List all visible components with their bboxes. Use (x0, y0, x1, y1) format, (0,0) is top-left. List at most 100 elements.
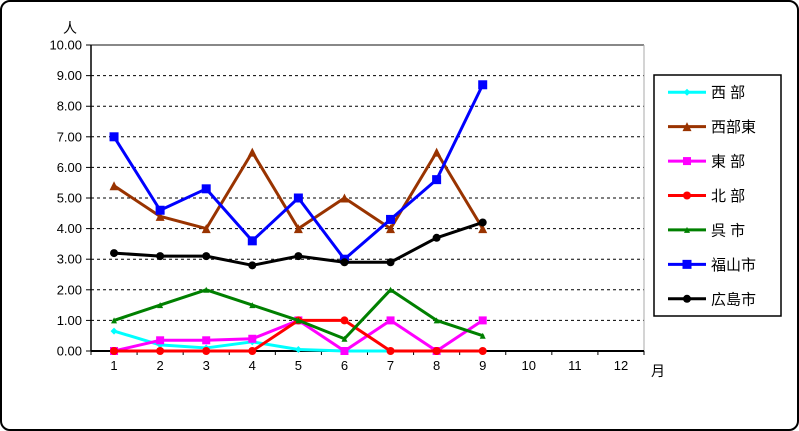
data-point-marker-seibuhigashi (432, 147, 442, 157)
legend-item-label: 呉 市 (711, 222, 745, 239)
grid-layer (91, 75, 644, 321)
data-point-marker-tobu (248, 334, 257, 343)
legend-item-seibu: 西 部 (668, 85, 745, 102)
data-point-marker-hiroshima (156, 252, 165, 261)
legend-swatch-marker (682, 122, 692, 132)
legend-swatch-marker (683, 88, 691, 96)
legend-item-label: 福山市 (711, 257, 756, 274)
series-hiroshima (110, 218, 487, 270)
series-fukuyama (109, 80, 488, 264)
y-tick-label: 0.00 (57, 344, 82, 359)
legend-item-label: 東 部 (711, 154, 745, 171)
data-point-marker-hokubu (248, 347, 257, 355)
axis-layer: 0.00 1.00 2.00 3.00 4.00 5.00 6.00 7.00 8.00 9.00… (49, 38, 645, 373)
legend-swatch-marker (683, 157, 691, 166)
x-tick-label: 1 (110, 358, 117, 373)
legend-item-hokubu: 北 部 (668, 188, 745, 205)
data-point-marker-seibu (110, 327, 118, 335)
legend-item-fukuyama: 福山市 (668, 257, 756, 274)
data-point-marker-seibuhigashi (247, 147, 257, 157)
data-point-marker-hiroshima (432, 233, 441, 242)
y-tick-label: 10.00 (49, 38, 82, 53)
x-tick-label: 3 (203, 358, 210, 373)
data-point-marker-seibuhigashi (339, 193, 349, 203)
data-point-marker-seibuhigashi (109, 181, 119, 191)
data-point-marker-kure (157, 302, 164, 309)
x-tick-label: 6 (341, 358, 348, 373)
series-line-seibuhigashi (112, 150, 485, 231)
data-point-marker-tobu (386, 316, 395, 325)
data-point-marker-seibuhigashi (201, 224, 211, 234)
data-point-marker-kure (479, 332, 486, 339)
x-tick-label: 8 (433, 358, 440, 373)
data-point-marker-kure (111, 317, 118, 324)
data-point-marker-hokubu (340, 316, 349, 325)
data-point-marker-hokubu (386, 347, 395, 355)
x-tick-label: 7 (387, 358, 394, 373)
x-tick-label: 4 (249, 358, 256, 373)
legend-swatch-marker (684, 226, 690, 233)
y-tick-label: 5.00 (57, 191, 82, 206)
series-layer (109, 80, 488, 355)
data-point-marker-fukuyama (155, 205, 165, 215)
data-point-marker-hiroshima (478, 218, 487, 227)
x-tick-label: 10 (522, 358, 536, 373)
data-point-marker-hiroshima (294, 252, 303, 261)
x-tick-label: 11 (568, 358, 582, 373)
data-point-marker-kure (387, 286, 394, 293)
series-line-kure (112, 288, 485, 341)
y-tick-label: 6.00 (57, 160, 82, 175)
x-tick-label: 9 (479, 358, 486, 373)
legend-swatch-marker (682, 259, 692, 269)
x-tick-label: 5 (295, 358, 302, 373)
legend-swatch-marker (683, 191, 691, 200)
series-kure (111, 286, 486, 342)
legend-item-label: 西部東 (711, 119, 756, 136)
legend-item-tobu: 東 部 (668, 154, 745, 171)
data-point-marker-hokubu (202, 347, 211, 355)
data-point-marker-hiroshima (202, 252, 211, 261)
legend-swatch-marker (683, 294, 691, 303)
y-tick-label: 9.00 (57, 68, 82, 83)
data-point-marker-hokubu (478, 347, 487, 355)
x-tick-label: 12 (614, 358, 628, 373)
data-point-marker-fukuyama (478, 80, 488, 90)
data-point-marker-fukuyama (386, 214, 396, 224)
series-seibuhigashi (109, 147, 488, 234)
x-axis-unit-label: 月 (651, 363, 665, 379)
data-point-marker-hokubu (110, 347, 119, 355)
x-tick-label: 2 (157, 358, 164, 373)
data-point-marker-hiroshima (248, 261, 257, 270)
data-point-marker-fukuyama (247, 236, 257, 246)
data-point-marker-fukuyama (432, 175, 442, 185)
y-tick-label: 3.00 (57, 252, 82, 267)
y-tick-label: 8.00 (57, 99, 82, 114)
data-point-marker-hiroshima (110, 249, 119, 258)
data-point-marker-seibuhigashi (155, 211, 165, 221)
data-point-marker-fukuyama (201, 184, 211, 194)
data-point-marker-hiroshima (386, 258, 395, 267)
legend-item-kure: 呉 市 (668, 222, 745, 239)
data-point-marker-tobu (156, 336, 165, 345)
data-point-marker-seibuhigashi (478, 224, 488, 234)
data-point-marker-seibu (294, 345, 302, 353)
data-point-marker-seibuhigashi (386, 224, 396, 234)
data-point-marker-kure (249, 302, 256, 309)
data-point-marker-kure (341, 335, 348, 342)
data-point-marker-kure (203, 286, 210, 293)
legend-item-label: 西 部 (711, 85, 745, 102)
legend-item-label: 北 部 (711, 188, 745, 205)
data-point-marker-tobu (202, 336, 211, 345)
data-point-marker-fukuyama (109, 132, 119, 142)
data-point-marker-hokubu (156, 347, 165, 355)
legend-item-hiroshima: 広島市 (668, 291, 756, 308)
legend-item-label: 広島市 (711, 291, 756, 308)
y-tick-label: 7.00 (57, 129, 82, 144)
data-point-marker-seibuhigashi (293, 224, 303, 234)
y-axis-unit-label: 人 (63, 20, 77, 36)
data-point-marker-hokubu (432, 347, 441, 355)
data-point-marker-kure (433, 317, 440, 324)
